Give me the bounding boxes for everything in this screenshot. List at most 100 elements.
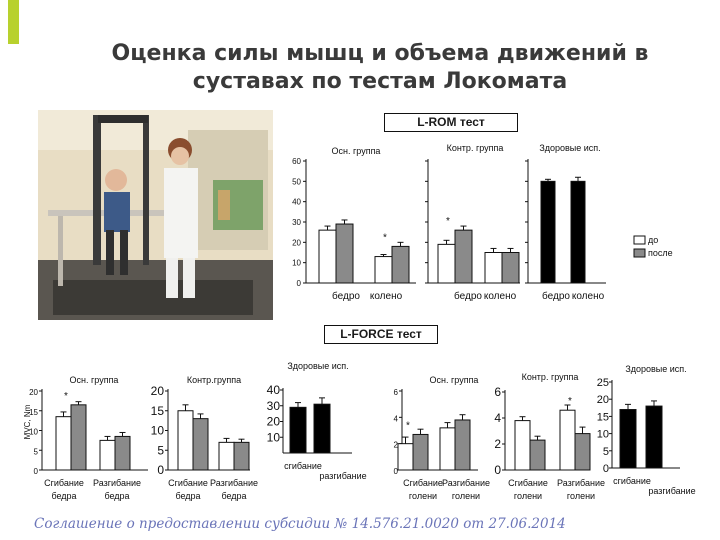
rom-bar bbox=[391, 245, 410, 284]
footer-text: Соглашение о предоставлении субсидии № 1… bbox=[34, 516, 566, 532]
force-y-tick-label: 4 bbox=[494, 411, 501, 425]
force-category-label: голени bbox=[452, 491, 480, 501]
force-y-tick-label: 0 bbox=[157, 463, 164, 477]
rom-test-label: L-ROM тест bbox=[384, 113, 518, 132]
accent-bar bbox=[8, 0, 19, 44]
force-panel-title: Здоровые исп. bbox=[287, 361, 348, 371]
force-panel-title: Осн. группа bbox=[430, 375, 479, 385]
rom-bar bbox=[335, 223, 354, 284]
force-category-label: Разгибание bbox=[210, 478, 258, 488]
rom-bar bbox=[540, 180, 556, 284]
force-significance-mark: * bbox=[64, 391, 68, 402]
force-y-tick-label: 5 bbox=[157, 443, 164, 457]
rom-significance-mark: * bbox=[446, 216, 450, 227]
force-category-label: Разгибание bbox=[442, 478, 490, 488]
force-significance-mark: * bbox=[568, 396, 572, 407]
rom-bar bbox=[437, 243, 456, 284]
force-y-tick-label: 0 bbox=[394, 467, 399, 476]
force-bar bbox=[529, 439, 546, 471]
force-y-tick-label: 10 bbox=[151, 424, 165, 438]
rom-significance-mark: * bbox=[383, 232, 387, 243]
force-bar bbox=[574, 433, 591, 471]
rom-legend-label: после bbox=[648, 248, 673, 258]
force-y-tick-label: 20 bbox=[597, 394, 609, 406]
force-bar bbox=[397, 443, 414, 471]
force-category-label: сгибание bbox=[613, 476, 651, 486]
force-category-label: бедра bbox=[51, 491, 76, 501]
force-y-tick-label: 10 bbox=[597, 429, 609, 441]
rom-bar bbox=[454, 229, 473, 284]
rom-bar bbox=[484, 252, 503, 284]
force-bar bbox=[645, 405, 663, 469]
force-bar bbox=[439, 427, 456, 471]
locomat-photo bbox=[38, 110, 273, 320]
force-y-tick-label: 10 bbox=[267, 430, 281, 444]
rom-y-tick-label: 0 bbox=[297, 279, 302, 288]
rom-y-tick-label: 30 bbox=[292, 218, 301, 227]
rom-y-tick-label: 60 bbox=[292, 157, 301, 166]
force-bar bbox=[70, 404, 87, 471]
force-bar bbox=[192, 418, 209, 471]
force-y-tick-label: 30 bbox=[267, 399, 281, 413]
rom-bar bbox=[318, 229, 337, 284]
force-y-tick-label: 40 bbox=[267, 383, 281, 397]
force-category-label: сгибание bbox=[284, 461, 322, 471]
force-significance-mark: * bbox=[406, 420, 410, 431]
force-panel-title: Контр.группа bbox=[187, 375, 241, 385]
force-bar bbox=[233, 441, 250, 471]
force-bar bbox=[177, 410, 194, 471]
rom-y-tick-label: 40 bbox=[292, 198, 301, 207]
force-panel-title: Здоровые исп. bbox=[625, 364, 686, 374]
force-bar bbox=[454, 419, 471, 471]
force-category-label: Разгибание bbox=[93, 478, 141, 488]
rom-legend-swatch bbox=[633, 235, 646, 245]
force-test-label: L-FORCE тест bbox=[324, 325, 438, 344]
rom-bar bbox=[570, 180, 586, 284]
force-category-label: Сгибание bbox=[403, 478, 443, 488]
force-category-label: Разгибание bbox=[557, 478, 605, 488]
rom-category-label: бедро bbox=[454, 290, 482, 302]
force-y-tick-label: 0 bbox=[34, 467, 39, 476]
force-panel-title: Контр. группа bbox=[522, 372, 579, 382]
title-line-2: суставах по тестам Локомата bbox=[192, 69, 568, 94]
rom-category-label: бедро bbox=[332, 290, 360, 302]
force-y-tick-label: 5 bbox=[603, 446, 609, 458]
rom-legend-swatch bbox=[633, 248, 646, 258]
force-y-tick-label: 10 bbox=[29, 428, 38, 437]
rom-y-tick-label: 20 bbox=[292, 238, 301, 247]
force-bar bbox=[289, 406, 307, 454]
force-category-label: бедра bbox=[175, 491, 200, 501]
force-panel-title: Осн. группа bbox=[70, 375, 119, 385]
force-y-tick-label: 6 bbox=[494, 385, 501, 399]
force-y-tick-label: 2 bbox=[494, 437, 501, 451]
force-category-label: Сгибание bbox=[508, 478, 548, 488]
force-category-label: бедра bbox=[104, 491, 129, 501]
force-category-label: голени bbox=[409, 491, 437, 501]
rom-panel-title: Здоровые исп. bbox=[539, 143, 600, 153]
rom-category-label: бедро bbox=[542, 290, 570, 302]
rom-category-label: колено bbox=[572, 291, 605, 302]
force-category-label: Сгибание bbox=[44, 478, 84, 488]
force-bar bbox=[313, 403, 331, 454]
force-y-tick-label: 4 bbox=[394, 414, 399, 423]
rom-legend-label: до bbox=[648, 235, 658, 245]
force-bar bbox=[514, 420, 531, 471]
force-category-label: бедра bbox=[221, 491, 246, 501]
force-bar bbox=[99, 439, 116, 471]
force-y-tick-label: 15 bbox=[597, 411, 609, 423]
locomat-photo-icon bbox=[38, 110, 273, 320]
rom-panel-title: Осн. группа bbox=[332, 146, 381, 156]
force-y-tick-label: 20 bbox=[151, 384, 165, 398]
force-y-tick-label: 25 bbox=[597, 377, 609, 389]
rom-category-label: колено bbox=[484, 291, 517, 302]
force-y-tick-label: 0 bbox=[494, 463, 501, 477]
force-category-label: разгибание bbox=[319, 471, 366, 481]
force-y-tick-label: 5 bbox=[34, 447, 39, 456]
page-title: Оценка силы мышц и объема движений в сус… bbox=[40, 40, 720, 96]
force-category-label: голени bbox=[514, 491, 542, 501]
title-line-1: Оценка силы мышц и объема движений в bbox=[111, 41, 649, 66]
force-bar bbox=[412, 433, 429, 471]
force-y-tick-label: 15 bbox=[151, 404, 165, 418]
force-bar bbox=[559, 409, 576, 471]
